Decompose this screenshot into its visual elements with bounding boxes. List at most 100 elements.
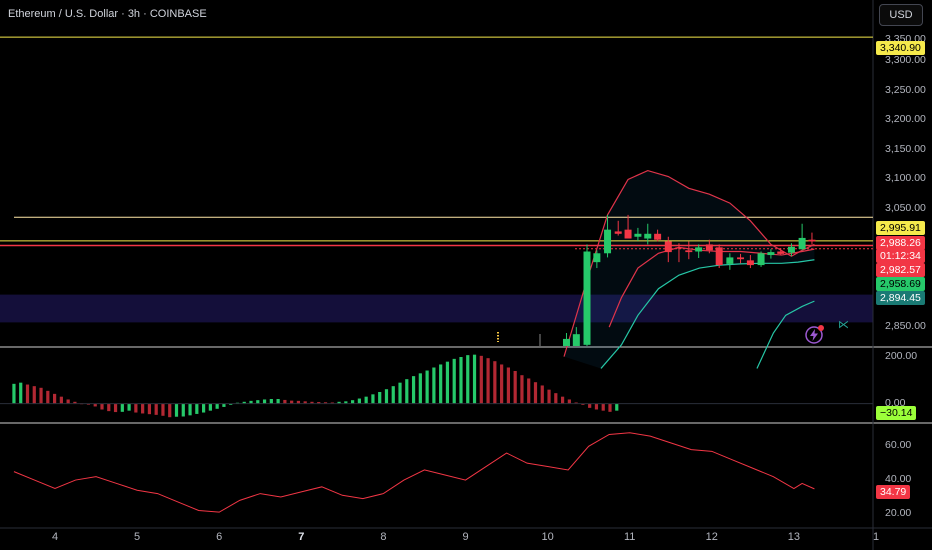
candle-body xyxy=(737,257,745,260)
histogram-bar xyxy=(513,371,517,404)
oscillator-axis-label: 0.00 xyxy=(885,396,906,409)
bollinger-outer-line xyxy=(756,300,815,369)
time-axis-label: 6 xyxy=(216,531,223,543)
time-axis-label: 5 xyxy=(134,531,141,543)
time-axis-label: 1 xyxy=(872,531,880,543)
histogram-bar xyxy=(303,401,307,404)
histogram-bar xyxy=(107,403,111,412)
histogram-bar xyxy=(134,403,138,413)
bollinger-lower-line xyxy=(600,259,815,369)
histogram-bar xyxy=(222,403,226,407)
histogram-bar xyxy=(466,355,470,404)
histogram-bar xyxy=(445,361,450,404)
histogram-bar xyxy=(46,390,50,404)
histogram-bar xyxy=(520,375,524,404)
oscillator-value-tag: −30.14 xyxy=(876,405,917,420)
candle-body xyxy=(777,251,785,254)
histogram-bar xyxy=(330,402,334,404)
histogram-bar xyxy=(398,382,402,404)
price-axis-label: 3,250.00 xyxy=(885,83,926,96)
histogram-bar xyxy=(39,387,43,404)
currency-button[interactable]: USD xyxy=(879,4,923,26)
histogram-bar xyxy=(174,403,179,417)
histogram-bar xyxy=(357,398,361,404)
histogram-bar xyxy=(141,403,145,414)
histogram-bar xyxy=(59,396,63,404)
time-axis-label: 7 xyxy=(298,531,305,543)
candle-body xyxy=(767,252,775,256)
time-axis-label: 11 xyxy=(623,531,636,543)
histogram-bar xyxy=(452,358,456,404)
histogram-bar xyxy=(32,386,36,404)
histogram-bar xyxy=(391,386,395,404)
histogram-bar xyxy=(202,403,206,413)
time-axis-label: 8 xyxy=(380,531,387,543)
candle-body xyxy=(705,244,713,251)
histogram-bar xyxy=(344,401,348,404)
price-axis-label: 3,200.00 xyxy=(885,113,926,126)
histogram-bar xyxy=(439,364,443,404)
flash-circle-icon[interactable] xyxy=(803,324,825,346)
histogram-bar xyxy=(533,382,538,404)
histogram-bar xyxy=(493,361,497,404)
histogram-bar xyxy=(337,401,341,404)
candle-body xyxy=(808,239,816,242)
candle-body xyxy=(604,229,612,254)
histogram-bar xyxy=(19,382,23,404)
oscillator-axis-label: 200.00 xyxy=(885,350,918,362)
histogram-bar xyxy=(588,403,592,408)
symbol-title: Ethereum / U.S. Dollar · 3h · COINBASE xyxy=(8,8,207,20)
histogram-bar xyxy=(188,403,192,416)
price-axis-label: 3,150.00 xyxy=(885,142,926,155)
candle-body xyxy=(634,233,642,237)
price-axis-label: 3,050.00 xyxy=(885,201,926,214)
histogram-bar xyxy=(425,370,429,404)
candle-body xyxy=(726,257,734,264)
candle-body xyxy=(562,338,570,346)
range-band xyxy=(0,294,873,323)
histogram-bar xyxy=(459,357,463,404)
histogram-bar xyxy=(547,389,551,404)
time-axis-label: 12 xyxy=(705,531,718,543)
price-tag-bb-mid: 2,958.69 xyxy=(876,277,925,291)
histogram-bar xyxy=(615,403,619,411)
histogram-bar xyxy=(567,399,571,404)
histogram-bar xyxy=(100,403,104,410)
histogram-bar xyxy=(317,402,321,404)
candle-body xyxy=(583,251,591,345)
price-tag-last: 2,988.26 xyxy=(876,236,925,250)
histogram-bar xyxy=(249,400,253,404)
histogram-bar xyxy=(371,394,375,404)
candle-body xyxy=(715,247,723,266)
histogram-bar xyxy=(560,396,565,404)
price-axis-label: 2,850.00 xyxy=(885,320,926,333)
histogram-bar xyxy=(418,373,422,404)
histogram-bar xyxy=(161,403,165,416)
histogram-bar xyxy=(269,399,273,404)
histogram-bar xyxy=(384,389,389,404)
histogram-bar xyxy=(574,402,578,404)
time-axis-label: 9 xyxy=(462,531,469,543)
histogram-bar xyxy=(208,403,212,411)
candle-body xyxy=(798,237,806,250)
histogram-bar xyxy=(242,401,246,404)
rsi-axis-label: 40.00 xyxy=(885,473,912,486)
histogram-bar xyxy=(527,378,531,404)
rsi-axis-label: 20.00 xyxy=(885,506,912,519)
histogram-bar xyxy=(256,400,260,404)
histogram-bar xyxy=(540,385,544,404)
candle-body xyxy=(746,260,754,266)
histogram-bar xyxy=(283,399,287,404)
candle-body xyxy=(624,229,632,239)
price-tag-bb-lower: 2,894.45 xyxy=(876,291,925,305)
histogram-bar xyxy=(405,379,409,404)
candle-body xyxy=(685,250,693,253)
histogram-bar xyxy=(486,358,490,404)
histogram-bar xyxy=(25,384,30,404)
price-tag-alert: 3,340.90 xyxy=(876,41,925,55)
histogram-bar xyxy=(215,403,219,409)
histogram-bar xyxy=(120,403,124,412)
candle-body xyxy=(593,253,601,263)
candle-body xyxy=(695,247,703,252)
